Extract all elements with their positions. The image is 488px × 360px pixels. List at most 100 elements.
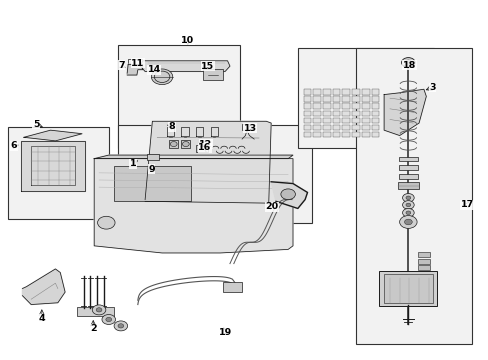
Text: 1: 1: [129, 159, 136, 168]
Bar: [371, 103, 379, 109]
Bar: [342, 111, 349, 116]
Bar: [332, 103, 340, 109]
Bar: [398, 165, 417, 170]
Circle shape: [182, 141, 189, 147]
Bar: [323, 118, 330, 123]
Polygon shape: [384, 89, 426, 135]
Bar: [313, 89, 321, 95]
Circle shape: [151, 69, 172, 85]
Bar: [118, 45, 239, 148]
Text: 13: 13: [243, 124, 256, 133]
Bar: [303, 89, 311, 95]
Text: 20: 20: [264, 202, 278, 211]
Circle shape: [402, 201, 413, 209]
Text: 4: 4: [39, 314, 45, 323]
Circle shape: [405, 211, 410, 215]
Bar: [303, 111, 311, 116]
Bar: [196, 145, 208, 152]
Bar: [323, 111, 330, 116]
Polygon shape: [271, 182, 307, 208]
Text: 14: 14: [147, 65, 161, 74]
Bar: [332, 96, 340, 102]
Bar: [332, 118, 340, 123]
Bar: [371, 118, 379, 123]
Text: 7: 7: [118, 61, 124, 70]
Bar: [313, 103, 321, 109]
Polygon shape: [94, 159, 292, 253]
Bar: [417, 252, 429, 257]
Polygon shape: [94, 155, 292, 159]
Bar: [361, 111, 369, 116]
Text: 12: 12: [199, 140, 212, 149]
Bar: [379, 271, 437, 306]
Circle shape: [402, 194, 413, 202]
Bar: [384, 274, 432, 303]
Circle shape: [280, 189, 295, 199]
Bar: [303, 118, 311, 123]
Bar: [417, 265, 429, 270]
Bar: [371, 89, 379, 95]
Bar: [342, 132, 349, 137]
Bar: [181, 140, 190, 148]
Bar: [323, 125, 330, 130]
Bar: [332, 89, 340, 95]
Text: 5: 5: [33, 120, 39, 129]
Bar: [342, 89, 349, 95]
Text: 18: 18: [402, 61, 415, 70]
Circle shape: [405, 196, 410, 199]
Bar: [332, 111, 340, 116]
Text: 3: 3: [428, 83, 435, 92]
Bar: [77, 307, 113, 316]
Bar: [113, 166, 191, 201]
Bar: [398, 157, 417, 162]
Bar: [241, 124, 252, 130]
Polygon shape: [22, 269, 65, 305]
Bar: [303, 125, 311, 130]
Circle shape: [399, 216, 416, 228]
Bar: [351, 96, 359, 102]
Bar: [297, 48, 433, 148]
Text: 19: 19: [218, 328, 231, 337]
Bar: [323, 103, 330, 109]
Circle shape: [105, 318, 111, 321]
Bar: [323, 89, 330, 95]
Bar: [8, 127, 108, 219]
Bar: [303, 132, 311, 137]
Polygon shape: [140, 61, 229, 72]
Text: 8: 8: [168, 122, 175, 131]
Bar: [361, 125, 369, 130]
Bar: [351, 125, 359, 130]
Circle shape: [102, 315, 115, 324]
Bar: [313, 132, 321, 137]
Bar: [361, 132, 369, 137]
Text: 9: 9: [148, 165, 154, 174]
Circle shape: [154, 71, 169, 82]
Bar: [351, 89, 359, 95]
Bar: [351, 118, 359, 123]
Bar: [371, 125, 379, 130]
Bar: [371, 132, 379, 137]
Text: 2: 2: [90, 324, 96, 333]
Bar: [332, 132, 340, 137]
Bar: [371, 96, 379, 102]
Text: 10: 10: [181, 36, 194, 45]
Polygon shape: [145, 121, 271, 203]
Circle shape: [170, 141, 177, 147]
Bar: [313, 118, 321, 123]
Bar: [203, 69, 222, 80]
Circle shape: [98, 216, 115, 229]
Bar: [323, 96, 330, 102]
Bar: [146, 154, 159, 161]
Bar: [169, 140, 178, 148]
Bar: [351, 111, 359, 116]
Bar: [323, 132, 330, 137]
Bar: [303, 96, 311, 102]
Bar: [342, 96, 349, 102]
Circle shape: [405, 203, 410, 207]
Bar: [313, 96, 321, 102]
Bar: [398, 174, 417, 179]
Circle shape: [401, 58, 414, 68]
Bar: [361, 118, 369, 123]
Bar: [417, 259, 429, 264]
Text: 11: 11: [131, 59, 144, 68]
